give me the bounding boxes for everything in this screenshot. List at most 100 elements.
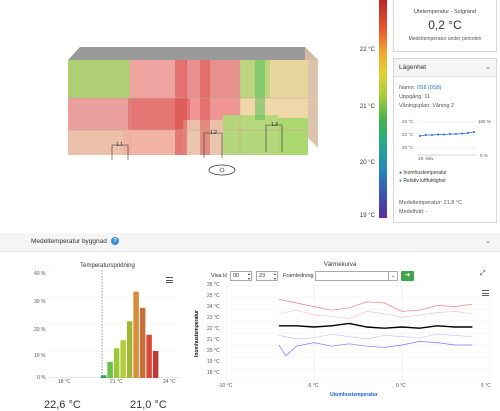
apartment-name: Namn: 0S8 (0S8) (399, 85, 442, 91)
chevron-down-icon[interactable]: ⌄ (485, 64, 491, 71)
apartment-block[interactable] (223, 115, 278, 155)
y-tick: 10 % (34, 353, 46, 359)
flow-label: Framledning (283, 273, 314, 279)
chart-menu-icon[interactable] (482, 290, 489, 296)
y-tick: 24 °C (207, 304, 220, 310)
stack-column (255, 60, 265, 120)
legend-indoor-temperature[interactable]: ● Inomhustemperatur (399, 170, 447, 176)
y-tick: 30 % (34, 299, 46, 305)
apartment-mini-chart[interactable] (418, 119, 476, 159)
mini-y-tick: 24 °C (402, 119, 414, 124)
legend-relative-humidity[interactable]: ● Relativ luftfuktighet (399, 178, 446, 184)
heating-series-line[interactable] (278, 341, 473, 357)
stairwell-label[interactable]: 1.3 (271, 122, 278, 128)
section-header[interactable]: Medeltemperatur byggnad ? ⌄ (0, 233, 500, 252)
apartment-panel: Lägenhet ⌄ Namn: 0S8 (0S8) Uppgång: 11 V… (393, 58, 497, 223)
y-tick: 20 % (34, 327, 46, 333)
apartment-panel-header[interactable]: Lägenhet ⌄ (394, 59, 496, 77)
mini-y-tick: 20 °C (402, 145, 414, 150)
apartment-name-link[interactable]: 0S8 (0S8) (416, 85, 442, 91)
x-tick: 21 °C (110, 379, 123, 385)
apartment-block[interactable] (68, 130, 123, 155)
mini-y-right-tick: 0 % (480, 153, 488, 158)
histogram-bar[interactable] (146, 334, 152, 378)
apartment-mean-temperature: Medeltemperatur: 21,8 °C (399, 200, 463, 206)
stepper-icon[interactable]: ▴ ▾ (273, 271, 276, 281)
apartment-block[interactable] (185, 60, 240, 98)
section-title: Medeltemperatur byggnad (31, 238, 107, 245)
show-hours-label: Visa kl (211, 273, 228, 279)
hour-from-input[interactable]: 00 ▴ ▾ (230, 271, 252, 281)
stairwell-label[interactable]: 1.2 (210, 130, 217, 136)
histogram-bar[interactable] (152, 351, 159, 378)
apply-button[interactable]: ➜ (401, 271, 414, 281)
stack-column (200, 60, 210, 155)
histogram-bar[interactable] (126, 321, 133, 378)
heating-curve-title: Värmekurva (323, 262, 357, 268)
apartment-mean-humidity: Medelfukt: - (399, 209, 428, 215)
histogram-bar[interactable] (113, 348, 120, 378)
y-tick: 26 °C (207, 282, 220, 288)
y-tick: 20 °C (207, 348, 220, 354)
distribution-value-left: 22,6 °C (44, 399, 81, 411)
y-tick: 19 °C (207, 359, 220, 365)
x-tick: -10 °C (218, 383, 233, 389)
y-tick: 0 % (37, 375, 46, 381)
expand-icon[interactable]: ⤢ (480, 270, 486, 277)
chevron-down-icon[interactable]: ⌄ (485, 238, 491, 245)
histogram-bar[interactable] (139, 307, 146, 378)
heating-y-label: Inomhustemperatur (194, 310, 200, 358)
x-tick: 0 °C (396, 383, 406, 389)
histogram-bar[interactable] (133, 291, 139, 378)
hour-to-input[interactable]: 23 ▴ ▾ (256, 271, 278, 281)
heating-series-line[interactable] (278, 309, 473, 319)
floor-lines (68, 60, 308, 155)
outdoor-subcaption: Medeltemperatur under perioden (408, 36, 482, 42)
outdoor-caption: Utetemperatur - Solgränd (413, 9, 477, 15)
stairwell-label[interactable]: 1.1 (116, 142, 123, 148)
building-side (305, 47, 318, 148)
scale-label: 21 °C (359, 104, 375, 110)
y-tick: 40 % (34, 271, 46, 277)
apartment-block[interactable] (68, 98, 128, 130)
stairwell-entrances (111, 124, 283, 160)
temperature-color-scale (379, 0, 387, 218)
heating-x-label: Utomhustemperatur (330, 392, 378, 398)
histogram-bar[interactable] (100, 375, 107, 378)
apartment-block[interactable] (183, 120, 223, 155)
apartment-block[interactable] (278, 118, 308, 155)
compass-icon[interactable] (208, 164, 236, 176)
x-tick: 24 °C (163, 379, 176, 385)
mini-y-tick: 22 °C (402, 132, 414, 137)
x-tick: 5 °C (481, 383, 491, 389)
building-3d-view[interactable]: 1.1 1.2 1.3 (0, 0, 360, 230)
flow-select[interactable]: ⌄ (315, 271, 398, 281)
histogram-bar[interactable] (107, 361, 113, 378)
heating-series-line[interactable] (278, 333, 473, 340)
roof (68, 47, 318, 60)
help-icon[interactable]: ? (111, 237, 119, 245)
heating-series-line[interactable] (278, 299, 473, 312)
apartment-block[interactable] (123, 130, 183, 155)
mini-temperature-line (419, 131, 475, 137)
y-tick: 18 °C (207, 370, 220, 376)
scale-label: 19 °C (359, 213, 375, 219)
apartment-block[interactable] (68, 60, 130, 98)
distribution-chart[interactable] (50, 270, 180, 378)
histogram-bar[interactable] (120, 340, 126, 378)
distribution-value-right: 21,0 °C (130, 399, 167, 411)
heating-y-axis: 26 °C 25 °C 24 °C 23 °C 22 °C 21 °C 20 °… (207, 282, 225, 382)
chevron-down-icon[interactable]: ⌄ (388, 272, 397, 280)
scale-label: 22 °C (359, 47, 375, 53)
heating-series-line[interactable] (278, 322, 473, 329)
apartment-block[interactable] (270, 60, 308, 98)
stepper-icon[interactable]: ▴ ▾ (247, 271, 250, 281)
mini-y-right-tick: 100 % (478, 119, 491, 124)
chart-menu-icon[interactable] (166, 277, 173, 283)
mini-temperature-points (419, 131, 475, 137)
apartment-floor: Våningsplan: Våning 2 (399, 103, 455, 109)
heating-curve-chart[interactable] (226, 285, 490, 381)
outdoor-value: 0,2 °C (428, 18, 462, 32)
stack-column (175, 60, 187, 155)
y-tick: 21 °C (207, 337, 220, 343)
